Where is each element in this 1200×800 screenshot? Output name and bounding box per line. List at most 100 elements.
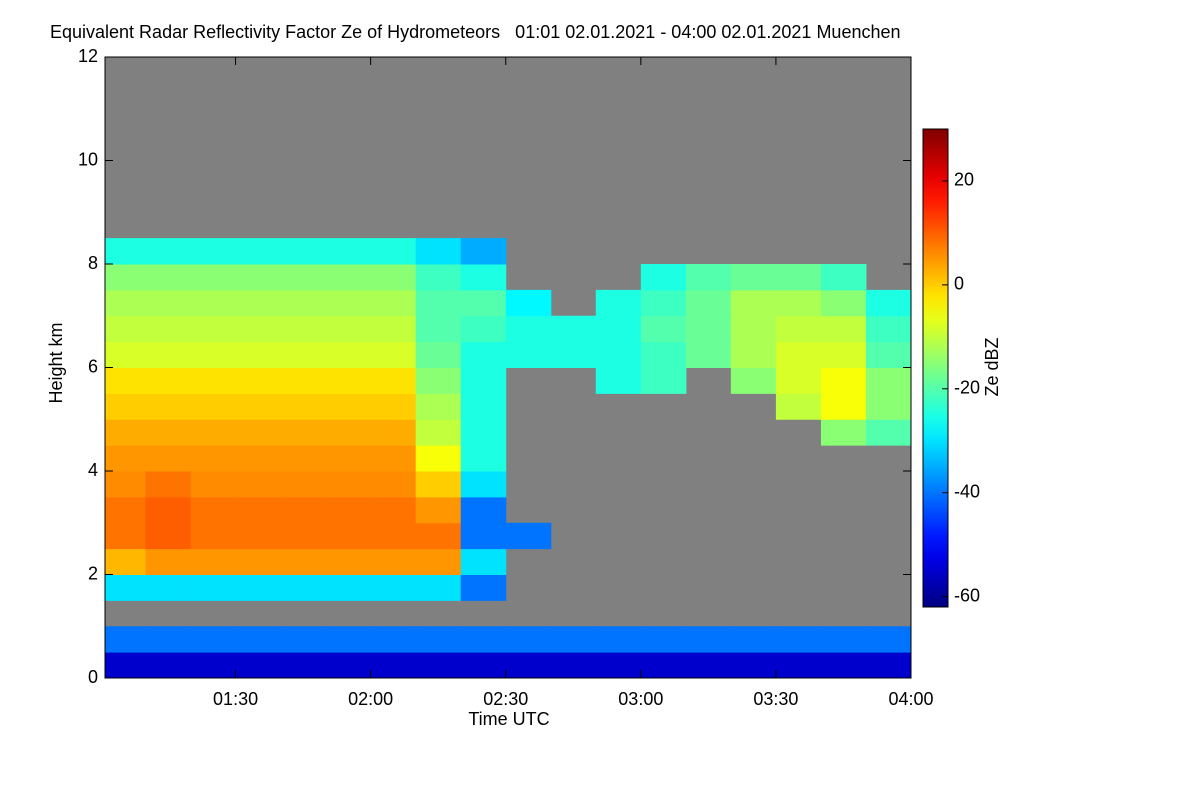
heatmap-cell <box>820 264 867 291</box>
heatmap-cell <box>505 522 552 550</box>
heatmap-cell <box>595 367 642 394</box>
heatmap-cell <box>325 315 372 343</box>
heatmap-cell <box>550 315 597 343</box>
heatmap-cell <box>145 289 192 317</box>
heatmap-cell <box>640 652 687 679</box>
heatmap-cell <box>235 496 282 524</box>
heatmap-cell <box>550 652 597 679</box>
heatmap-cell <box>190 522 237 550</box>
heatmap-cell <box>685 626 732 653</box>
heatmap-cell <box>415 471 462 498</box>
heatmap-cell <box>325 419 372 446</box>
heatmap-cell <box>235 548 282 575</box>
heatmap-cell <box>370 315 417 343</box>
heatmap-cell <box>105 315 147 343</box>
heatmap-cell <box>145 574 192 601</box>
heatmap-cell <box>775 626 822 653</box>
heatmap-cell <box>235 315 282 343</box>
heatmap-cell <box>460 367 507 394</box>
heatmap-cell <box>280 419 327 446</box>
heatmap-cell <box>105 574 147 601</box>
heatmap-cell <box>415 496 462 524</box>
heatmap-cell <box>145 393 192 420</box>
heatmap-cell <box>190 652 237 679</box>
heatmap-cell <box>865 419 912 446</box>
heatmap-cell <box>280 626 327 653</box>
heatmap-cell <box>595 289 642 317</box>
heatmap-cell <box>370 238 417 265</box>
heatmap-cell <box>145 315 192 343</box>
heatmap-cell <box>460 289 507 317</box>
heatmap-cell <box>280 264 327 291</box>
heatmap-cell <box>325 496 372 524</box>
heatmap-cell <box>820 315 867 343</box>
heatmap-cell <box>865 315 912 343</box>
heatmap-cell <box>775 652 822 679</box>
heatmap-cell <box>190 496 237 524</box>
heatmap-cell <box>370 393 417 420</box>
heatmap-cell <box>505 315 552 343</box>
heatmap-cell <box>685 264 732 291</box>
y-axis-label: Height km <box>46 322 66 403</box>
y-tick-label: 8 <box>88 253 98 273</box>
heatmap-cell <box>105 341 147 368</box>
heatmap-cell <box>190 626 237 653</box>
heatmap-cell <box>190 393 237 420</box>
heatmap-cell <box>190 445 237 472</box>
heatmap-cell <box>460 315 507 343</box>
heatmap-cell <box>865 289 912 317</box>
heatmap-cell <box>280 315 327 343</box>
heatmap-cell <box>325 522 372 550</box>
heatmap-cell <box>595 626 642 653</box>
heatmap-cell <box>460 419 507 446</box>
heatmap-cell <box>145 548 192 575</box>
heatmap-cell <box>190 574 237 601</box>
heatmap-cell <box>730 626 777 653</box>
heatmap-cell <box>775 264 822 291</box>
heatmap-cell <box>190 264 237 291</box>
heatmap-cell <box>190 315 237 343</box>
heatmap-cell <box>325 471 372 498</box>
y-tick-label: 12 <box>78 46 98 66</box>
heatmap-cell <box>460 496 507 524</box>
heatmap-cell <box>370 419 417 446</box>
heatmap-cell <box>105 445 147 472</box>
colorbar-tick-label: -60 <box>954 585 980 605</box>
y-tick-label: 6 <box>88 356 98 376</box>
heatmap-cell <box>325 445 372 472</box>
heatmap-cell <box>190 419 237 446</box>
x-tick-label: 03:00 <box>618 689 663 709</box>
heatmap-cell <box>105 264 147 291</box>
heatmap-cell <box>775 341 822 368</box>
heatmap-cell <box>190 548 237 575</box>
y-tick-label: 2 <box>88 563 98 583</box>
heatmap-cell <box>235 445 282 472</box>
heatmap-cell <box>415 574 462 601</box>
colorbar-label: Ze dBZ <box>982 337 1002 396</box>
heatmap-cell <box>105 238 147 265</box>
heatmap-cell <box>550 341 597 368</box>
heatmap-cell <box>325 341 372 368</box>
heatmap-cell <box>505 341 552 368</box>
heatmap-cell <box>820 289 867 317</box>
heatmap-cell <box>190 471 237 498</box>
heatmap-cell <box>280 652 327 679</box>
heatmap-cell <box>325 393 372 420</box>
heatmap-cell <box>235 393 282 420</box>
heatmap-cell <box>595 341 642 368</box>
heatmap-cell <box>145 626 192 653</box>
heatmap-cell <box>640 264 687 291</box>
heatmap-cell <box>105 393 147 420</box>
heatmap-cell <box>325 264 372 291</box>
heatmap-cell <box>460 393 507 420</box>
heatmap-cell <box>865 341 912 368</box>
heatmap-cell <box>280 445 327 472</box>
heatmap-cell <box>235 289 282 317</box>
heatmap-cell <box>190 289 237 317</box>
heatmap-cell <box>415 238 462 265</box>
heatmap-cell <box>415 652 462 679</box>
heatmap-cell <box>145 367 192 394</box>
heatmap-cell <box>505 652 552 679</box>
heatmap-cell <box>730 341 777 368</box>
